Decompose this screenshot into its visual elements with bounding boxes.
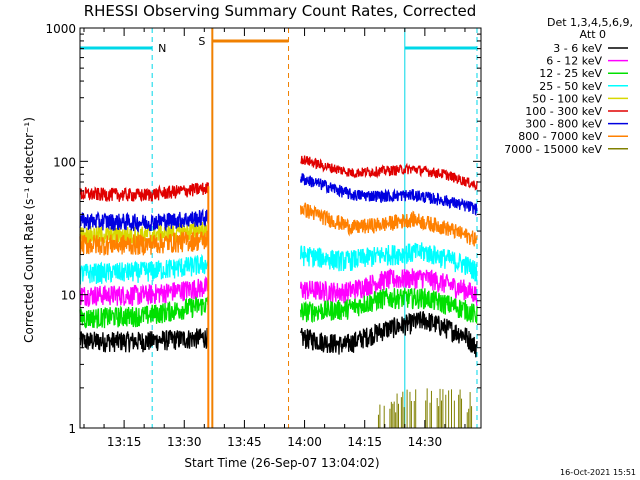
series-25-50-kev bbox=[79, 242, 478, 285]
legend-label: 50 - 100 keV bbox=[532, 92, 602, 105]
series-line bbox=[299, 310, 478, 358]
series-line bbox=[299, 202, 478, 247]
generation-timestamp: 16-Oct-2021 15:51 bbox=[560, 468, 636, 477]
legend-label: 7000 - 15000 keV bbox=[504, 143, 602, 156]
series-line bbox=[79, 253, 209, 285]
series-100-300-kev bbox=[79, 155, 478, 203]
series-line bbox=[299, 288, 478, 324]
series-6-12-kev bbox=[79, 268, 478, 308]
legend-label: 25 - 50 keV bbox=[539, 80, 602, 93]
legend-label: 100 - 300 keV bbox=[525, 105, 602, 118]
series-line bbox=[300, 155, 478, 191]
x-tick-label: 14:15 bbox=[347, 435, 382, 449]
series-line bbox=[299, 268, 478, 307]
night-marker-label: N bbox=[158, 42, 166, 55]
x-tick-label: 14:00 bbox=[287, 435, 322, 449]
x-tick-label: 13:45 bbox=[227, 435, 262, 449]
x-tick-label: 14:30 bbox=[408, 435, 443, 449]
y-tick-label: 10 bbox=[61, 289, 76, 303]
legend-label: 6 - 12 keV bbox=[546, 55, 602, 68]
series-3-6-kev bbox=[79, 310, 478, 358]
legend-label: 12 - 25 keV bbox=[539, 67, 602, 80]
series-layer bbox=[79, 155, 478, 428]
series-line bbox=[299, 242, 478, 282]
series-line bbox=[79, 276, 209, 308]
axes: 1 10 100 1000 13:15 13:30 13:45 14:00 14:15 14:30 bbox=[45, 22, 482, 449]
legend-label: 300 - 800 keV bbox=[525, 118, 602, 131]
legend-header-line-2: Att 0 bbox=[580, 28, 606, 41]
series-800-7000-kev bbox=[79, 202, 478, 256]
series-50-100-kev bbox=[79, 220, 209, 247]
x-tick-label: 13:15 bbox=[107, 435, 142, 449]
chart-title: RHESSI Observing Summary Count Rates, Co… bbox=[84, 2, 477, 20]
legend-label: 800 - 7000 keV bbox=[518, 130, 602, 143]
observing-markers: NS bbox=[79, 28, 478, 428]
plot-frame bbox=[79, 27, 482, 429]
series-line bbox=[299, 172, 478, 217]
y-tick-label: 1000 bbox=[45, 22, 76, 36]
series-line bbox=[79, 182, 209, 203]
series-7000-15000-kev bbox=[377, 388, 473, 428]
series-12-25-kev bbox=[79, 288, 478, 329]
y-tick-label: 100 bbox=[53, 155, 76, 169]
series-line bbox=[79, 220, 209, 247]
series-line bbox=[79, 295, 209, 329]
y-tick-label: 1 bbox=[68, 422, 76, 436]
series-line bbox=[79, 208, 209, 233]
series-300-800-kev bbox=[79, 172, 478, 233]
series-line bbox=[79, 327, 209, 353]
y-axis-label: Corrected Count Rate (s⁻¹ detector⁻¹) bbox=[22, 117, 36, 343]
legend-header-line-1: Det 1,3,4,5,6,9, bbox=[547, 16, 633, 29]
x-axis-label: Start Time (26-Sep-07 13:04:02) bbox=[184, 456, 379, 470]
legend-label: 3 - 6 keV bbox=[553, 42, 602, 55]
x-tick-label: 13:30 bbox=[167, 435, 202, 449]
saa-marker-label: S bbox=[198, 35, 205, 48]
series-line bbox=[79, 230, 209, 256]
